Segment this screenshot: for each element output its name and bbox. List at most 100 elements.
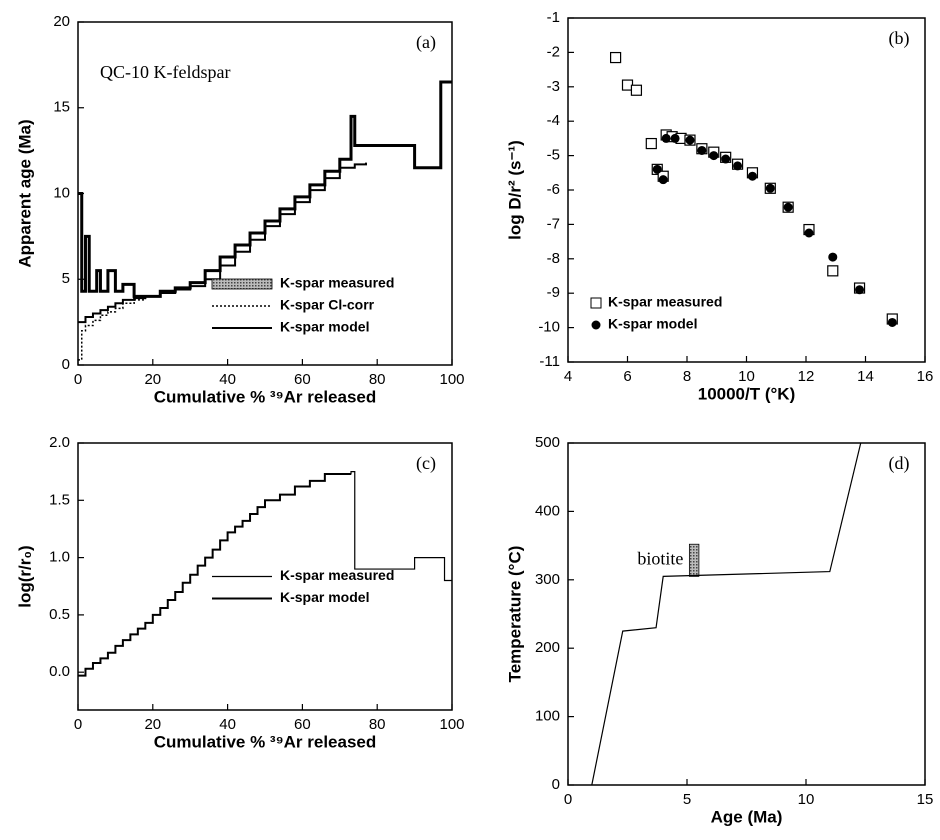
chart-title: QC-10 K-feldspar <box>100 62 230 82</box>
series-line <box>591 442 862 786</box>
y-tick-label: -7 <box>547 215 560 232</box>
biotite-box <box>688 543 700 577</box>
y-tick-label: -3 <box>547 78 560 95</box>
plot-frame <box>567 442 926 786</box>
x-tick-label: 0 <box>564 791 572 808</box>
y-tick-label: 5 <box>62 270 70 287</box>
y-tick-label: 200 <box>535 639 560 656</box>
point <box>685 135 695 145</box>
y-tick-label: 400 <box>535 502 560 519</box>
point <box>709 151 719 161</box>
panel-label: (c) <box>416 453 436 474</box>
x-tick-label: 10 <box>798 791 815 808</box>
x-tick-label: 0 <box>74 371 82 388</box>
legend-label: K-spar model <box>608 316 697 332</box>
y-tick-label: 0.0 <box>49 663 70 680</box>
x-tick-label: 20 <box>144 716 161 733</box>
y-axis-label: log(r/r₀) <box>15 545 34 607</box>
series-line <box>78 162 367 324</box>
x-tick-label: 100 <box>439 371 464 388</box>
legend-label: K-spar measured <box>280 567 394 583</box>
series-line <box>78 472 352 677</box>
point <box>630 84 643 96</box>
x-tick-label: 6 <box>623 368 631 385</box>
x-tick-label: 10 <box>738 368 755 385</box>
x-axis-label: Age (Ma) <box>711 807 783 826</box>
y-tick-label: -4 <box>547 112 560 129</box>
y-tick-label: -1 <box>547 9 560 26</box>
y-axis-label: Apparent age (Ma) <box>15 119 34 267</box>
annotation: biotite <box>637 548 683 568</box>
x-tick-label: 15 <box>917 791 934 808</box>
point <box>887 317 897 327</box>
point <box>609 51 622 64</box>
plot-frame <box>77 442 453 711</box>
x-tick-label: 20 <box>144 371 161 388</box>
x-tick-label: 80 <box>369 371 386 388</box>
x-axis-label: Cumulative % ³⁹Ar released <box>154 387 377 406</box>
legend-label: K-spar measured <box>280 275 394 291</box>
y-tick-label: -11 <box>539 353 560 370</box>
x-tick-label: 12 <box>798 368 815 385</box>
y-tick-label: 20 <box>53 13 70 30</box>
y-tick-label: -8 <box>547 250 560 267</box>
y-tick-label: 500 <box>535 434 560 451</box>
series-line <box>78 296 147 361</box>
y-tick-label: 1.5 <box>49 491 70 508</box>
point <box>652 164 662 174</box>
x-axis-label: Cumulative % ³⁹Ar released <box>154 732 377 751</box>
y-tick-label: -10 <box>538 319 560 336</box>
point <box>645 137 657 150</box>
x-tick-label: 40 <box>219 716 236 733</box>
y-tick-label: -5 <box>547 147 560 164</box>
y-tick-label: -9 <box>547 284 560 301</box>
point <box>855 285 865 295</box>
point <box>804 228 814 238</box>
point <box>827 265 839 277</box>
x-tick-label: 5 <box>683 791 691 808</box>
y-tick-label: 1.0 <box>49 549 70 566</box>
panel-label: (a) <box>416 32 436 53</box>
point <box>733 161 743 171</box>
legend-label: K-spar model <box>280 589 369 605</box>
point <box>670 133 680 143</box>
legend-label: K-spar model <box>280 319 369 335</box>
point <box>747 171 757 181</box>
x-tick-label: 8 <box>683 368 691 385</box>
x-tick-label: 80 <box>369 716 386 733</box>
y-tick-label: -6 <box>547 181 560 198</box>
series-line <box>78 80 452 298</box>
legend-label: K-spar Cl-corr <box>280 297 375 313</box>
y-tick-label: 15 <box>53 99 70 116</box>
point <box>828 252 838 262</box>
x-tick-label: 14 <box>857 368 874 385</box>
x-tick-label: 60 <box>294 716 311 733</box>
legend-label: K-spar measured <box>608 294 722 310</box>
y-tick-label: 0 <box>552 776 560 793</box>
y-tick-label: 0.5 <box>49 606 70 623</box>
y-tick-label: 0 <box>62 356 70 373</box>
y-tick-label: 2.0 <box>49 434 70 451</box>
point <box>765 183 775 193</box>
x-tick-label: 60 <box>294 371 311 388</box>
panel-label: (b) <box>889 28 910 49</box>
point <box>661 133 671 143</box>
point <box>697 145 707 155</box>
point <box>721 154 731 164</box>
y-axis-label: log D/r² (s⁻¹) <box>505 140 524 240</box>
y-tick-label: 300 <box>535 571 560 588</box>
x-tick-label: 0 <box>74 716 82 733</box>
panel-label: (d) <box>889 453 910 474</box>
plot-frame <box>567 17 926 363</box>
y-tick-label: 10 <box>53 184 70 201</box>
y-tick-label: 100 <box>535 708 560 725</box>
y-axis-label: Temperature (°C) <box>505 546 524 683</box>
x-tick-label: 4 <box>564 368 572 385</box>
point <box>783 202 793 212</box>
x-tick-label: 16 <box>917 368 934 385</box>
x-tick-label: 40 <box>219 371 236 388</box>
legend-marker <box>591 320 601 330</box>
point <box>658 175 668 185</box>
y-tick-label: -2 <box>547 43 560 60</box>
